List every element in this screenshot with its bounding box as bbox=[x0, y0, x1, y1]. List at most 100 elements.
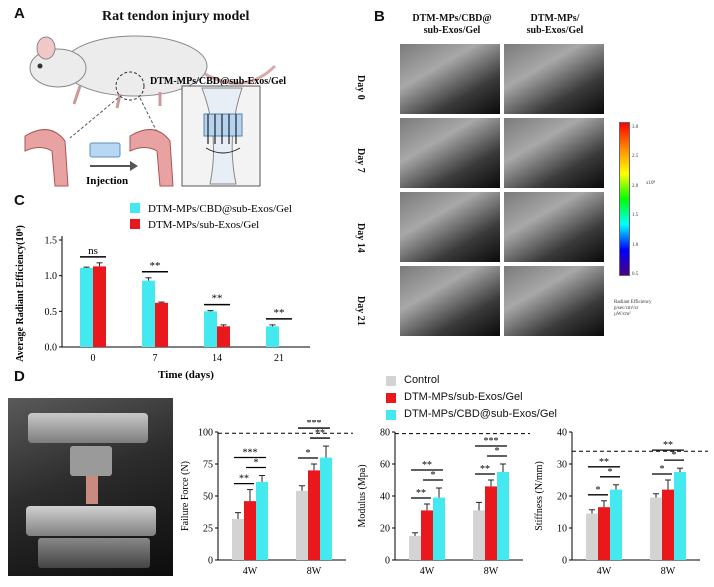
chart-d2-sig-0-2: * bbox=[431, 470, 436, 481]
chart-d2-sig-0-0: ** bbox=[416, 488, 426, 499]
panel-a-title: Rat tendon injury model bbox=[102, 9, 250, 24]
imaging-photo-d21-c1 bbox=[400, 266, 500, 336]
imaging-photo-d14-c1 bbox=[400, 192, 500, 262]
chart-d3-sig-1-0: * bbox=[660, 464, 665, 475]
cb-exp: x10⁸ bbox=[646, 180, 656, 186]
chart-d3-xtick-1: 8W bbox=[661, 566, 676, 577]
legend-item-sub: DTM-MPs/sub-Exos/Gel bbox=[386, 389, 557, 406]
chart-c-bar-1-0 bbox=[93, 266, 106, 347]
chart-d2-ytick-2: 40 bbox=[380, 492, 390, 503]
chart-c-xtick-3: 21 bbox=[274, 353, 284, 364]
chart-d3-bar-0-0 bbox=[586, 513, 598, 560]
cb-tick-4: 1.0 bbox=[632, 243, 639, 248]
panel-b-letter: B bbox=[374, 8, 385, 25]
chart-c-ytick-2: 1.0 bbox=[45, 271, 58, 282]
chart-d1-bar-0-1 bbox=[296, 490, 308, 560]
chart-d2-xtick-1: 8W bbox=[484, 566, 499, 577]
chart-c-bar-0-2 bbox=[204, 311, 217, 347]
chart-d1-sig-0-0: ** bbox=[239, 474, 249, 485]
chart-d1-bar-2-0 bbox=[256, 481, 268, 560]
chart-d3-ylabel: Stiffness (N/mm) bbox=[534, 461, 545, 531]
col2-line1: DTM-MPs/ bbox=[530, 13, 580, 24]
chart-c-sig-1: ** bbox=[150, 260, 161, 272]
legend-swatch-cbd bbox=[386, 409, 396, 420]
chart-d1-sig-1-0: * bbox=[306, 448, 311, 459]
chart-c-bar-0-0 bbox=[80, 267, 93, 347]
legend-c-label-0: DTM-MPs/CBD@sub-Exos/Gel bbox=[148, 203, 292, 215]
chart-d3-bar-2-0 bbox=[610, 489, 622, 560]
chart-d3-bar-1-0 bbox=[598, 507, 610, 560]
chart-d2-ytick-4: 80 bbox=[380, 428, 390, 439]
chart-d3-bar-2-1 bbox=[674, 472, 686, 560]
material-label: DTM-MPs/CBD@sub-Exos/Gel bbox=[150, 76, 286, 87]
chart-d3-ytick-1: 10 bbox=[557, 524, 567, 535]
chart-d1-ytick-3: 75 bbox=[203, 460, 213, 471]
col1-line2: sub-Exos/Gel bbox=[423, 25, 481, 36]
legend-label-control: Control bbox=[404, 374, 440, 386]
chart-d2-sig-0-1: ** bbox=[422, 460, 432, 471]
chart-d1-bar-1-1 bbox=[308, 470, 320, 560]
chart-d1-sig-0-1: *** bbox=[243, 448, 258, 459]
rat-tendon-illustration: DTM-MPs/CBD@sub-Exos/Gel Injection bbox=[24, 35, 286, 187]
legend-item-control: Control bbox=[386, 372, 557, 389]
chart-d1-xtick-1: 8W bbox=[307, 566, 322, 577]
chart-d1-sig-1-2: ** bbox=[315, 428, 325, 439]
chart-c-ytick-3: 1.5 bbox=[45, 236, 58, 247]
chart-d3-sig-0-1: ** bbox=[599, 457, 609, 468]
cb-label-2: p/sec/cm²/sr bbox=[614, 306, 639, 311]
cb-tick-0: 3.0 bbox=[632, 125, 639, 130]
day-label-0: Day 0 bbox=[355, 75, 366, 100]
imaging-photo-d0-c1 bbox=[400, 44, 500, 114]
chart-d2-sig-1-2: * bbox=[495, 446, 500, 457]
chart-c-bar-1-1 bbox=[155, 302, 168, 347]
day-label-7: Day 7 bbox=[355, 148, 366, 173]
day-label-21: Day 21 bbox=[355, 296, 366, 326]
chart-d1-ylabel: Failure Force (N) bbox=[180, 461, 191, 531]
chart-c-xtick-1: 7 bbox=[153, 353, 158, 364]
chart-d1-ytick-0: 0 bbox=[208, 556, 213, 567]
imaging-photo-d14-c2 bbox=[504, 192, 604, 262]
chart-c-bar-0-1 bbox=[142, 280, 155, 347]
chart-d2-bar-0-0 bbox=[409, 536, 421, 560]
chart-c-ytick-1: 0.5 bbox=[45, 307, 58, 318]
imaging-photo-d7-c2 bbox=[504, 118, 604, 188]
cb-tick-2: 2.0 bbox=[632, 184, 639, 189]
chart-d3-sig-1-2: * bbox=[672, 450, 677, 461]
day-label-14: Day 14 bbox=[355, 223, 366, 253]
chart-d2-bar-1-0 bbox=[421, 510, 433, 560]
legend-c-swatch-1 bbox=[130, 219, 140, 229]
cb-tick-1: 2.5 bbox=[632, 154, 639, 159]
chart-d3-sig-0-2: * bbox=[608, 467, 613, 478]
chart-d3-ytick-2: 20 bbox=[557, 492, 567, 503]
imaging-photo-d0-c2 bbox=[504, 44, 604, 114]
chart-d1-sig-0-2: * bbox=[254, 458, 259, 469]
chart-d3-bar-0-1 bbox=[650, 497, 662, 560]
chart-d3-ytick-3: 30 bbox=[557, 460, 567, 471]
chart-d2-bar-2-0 bbox=[433, 497, 445, 560]
chart-d3-bar-1-1 bbox=[662, 489, 674, 560]
chart-c-xtick-2: 14 bbox=[212, 353, 222, 364]
colorbar-label: Radiant Efficiency p/sec/cm²/sr µW/cm² bbox=[614, 300, 652, 318]
chart-c-bar-0-3 bbox=[266, 326, 279, 347]
chart-d2-bar-2-1 bbox=[497, 472, 509, 560]
legend-d: Control DTM-MPs/sub-Exos/Gel DTM-MPs/CBD… bbox=[386, 372, 557, 423]
chart-d1-xtick-0: 4W bbox=[243, 566, 258, 577]
chart-d2-bar-1-1 bbox=[485, 486, 497, 560]
legend-label-sub: DTM-MPs/sub-Exos/Gel bbox=[404, 391, 523, 403]
col1-line1: DTM-MPs/CBD@ bbox=[412, 13, 492, 24]
legend-swatch-control bbox=[386, 375, 396, 386]
cb-tick-3: 1.5 bbox=[632, 213, 639, 218]
chart-d3-ytick-4: 40 bbox=[557, 428, 567, 439]
legend-label-cbd: DTM-MPs/CBD@sub-Exos/Gel bbox=[404, 408, 557, 420]
chart-d2-ytick-1: 20 bbox=[380, 524, 390, 535]
panel-d-letter: D bbox=[14, 368, 25, 385]
chart-d1-ytick-1: 25 bbox=[203, 524, 213, 535]
chart-d3-ytick-0: 0 bbox=[562, 556, 567, 567]
chart-c-bar-1-2 bbox=[217, 326, 230, 347]
injection-label: Injection bbox=[86, 175, 128, 187]
chart-d2-sig-1-1: *** bbox=[484, 436, 499, 447]
chart-d2-sig-1-0: ** bbox=[480, 464, 490, 475]
cb-label-1: Radiant Efficiency bbox=[614, 300, 652, 305]
